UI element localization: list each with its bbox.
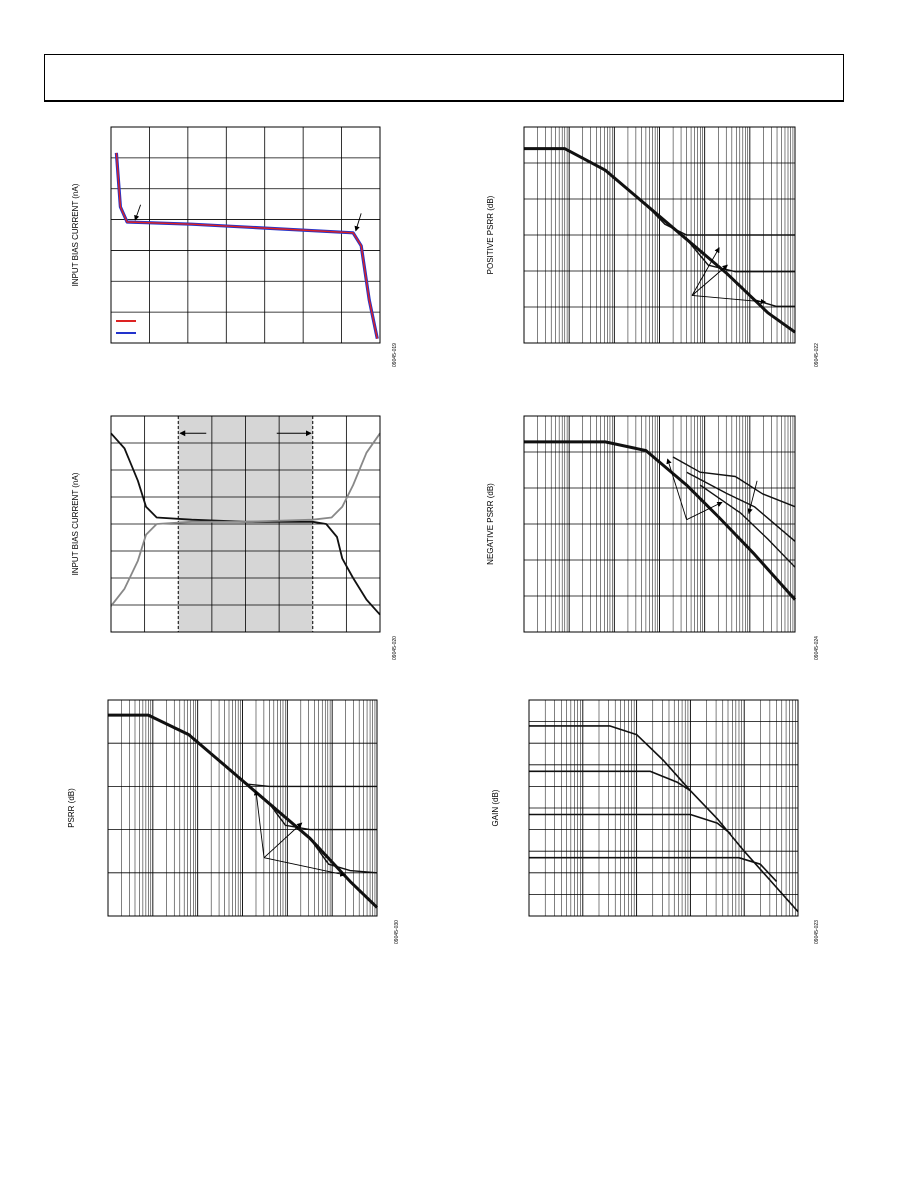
annotation-arrow xyxy=(691,264,728,296)
figure-id: 09045-020 xyxy=(392,636,398,660)
series-line-2 xyxy=(228,768,377,788)
series-line-3 xyxy=(529,813,732,835)
y-axis-label: GAIN (dB) xyxy=(491,789,500,826)
figure-id: 09045-030 xyxy=(394,920,400,944)
plot-frame xyxy=(110,415,381,633)
y-axis-label: PSRR (dB) xyxy=(67,788,76,828)
chart-gain: GAIN (dB) 09045-023 xyxy=(491,699,820,944)
plot-frame xyxy=(523,415,796,633)
series-line-1 xyxy=(524,147,796,334)
series-line-2 xyxy=(110,432,381,607)
series-line-1 xyxy=(114,152,379,340)
y-axis-label: INPUT BIAS CURRENT (nA) xyxy=(71,472,80,575)
annotation-arrow xyxy=(686,501,723,521)
series-line-1 xyxy=(524,440,797,601)
annotation-arrow xyxy=(354,213,362,232)
annotation-arrow xyxy=(691,295,767,305)
series-line-4 xyxy=(309,837,378,874)
series-line-4 xyxy=(529,856,778,882)
annotation-arrow xyxy=(666,458,688,520)
figure-id: 09045-024 xyxy=(814,636,820,660)
y-axis-label: POSITIVE PSRR (dB) xyxy=(486,195,495,274)
chart-negative-psrr: NEGATIVE PSRR (dB) 09045-024 xyxy=(486,415,820,660)
annotation-arrow xyxy=(691,247,720,296)
series-line-2 xyxy=(115,152,378,339)
series-line-4 xyxy=(699,484,796,568)
series-line-1 xyxy=(110,432,381,616)
series-line-3 xyxy=(686,238,795,273)
series-line-1 xyxy=(529,725,799,913)
chart-bias-vs-vcm-2: INPUT BIAS CURRENT (nA) 09045-020 xyxy=(71,415,398,660)
series-line-3 xyxy=(686,471,796,542)
annotation-arrow xyxy=(263,857,346,877)
chart-bias-vs-vcm: INPUT BIAS CURRENT (nA) 09045-019 xyxy=(71,126,398,367)
plot-frame xyxy=(523,126,796,344)
chart-positive-psrr: POSITIVE PSRR (dB) 09045-022 xyxy=(486,126,820,367)
annotation-arrow xyxy=(253,789,265,858)
series-line-2 xyxy=(645,204,795,236)
plot-frame xyxy=(528,699,799,917)
y-axis-label: INPUT BIAS CURRENT (nA) xyxy=(71,183,80,286)
figure-id: 09045-023 xyxy=(814,920,820,944)
annotation-arrow xyxy=(263,822,303,859)
annotation-arrow xyxy=(134,204,142,221)
figure-id: 09045-022 xyxy=(814,343,820,367)
series-line-2 xyxy=(672,456,796,508)
page-header-box xyxy=(44,54,844,102)
series-line-2 xyxy=(529,770,691,792)
chart-psrr: PSRR (dB) 09045-030 xyxy=(67,699,400,944)
plot-frame xyxy=(110,126,381,344)
figure-id: 09045-019 xyxy=(392,343,398,367)
annotation-arrow xyxy=(747,480,758,515)
y-axis-label: NEGATIVE PSRR (dB) xyxy=(486,483,495,565)
plot-frame xyxy=(107,699,378,917)
